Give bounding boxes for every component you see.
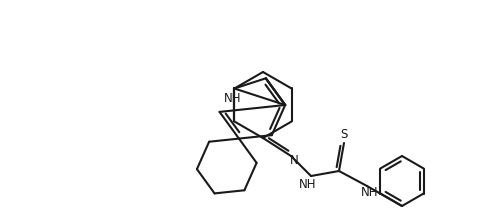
Text: NH: NH [223, 92, 241, 105]
Text: NH: NH [361, 186, 379, 199]
Text: N: N [290, 153, 298, 167]
Text: NH: NH [299, 177, 317, 191]
Text: S: S [341, 128, 348, 141]
